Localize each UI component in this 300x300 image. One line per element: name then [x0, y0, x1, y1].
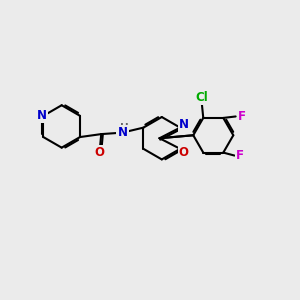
- Text: F: F: [236, 149, 244, 162]
- Text: N: N: [179, 118, 189, 130]
- Text: F: F: [238, 110, 245, 123]
- Text: H: H: [119, 123, 128, 133]
- Text: Cl: Cl: [195, 91, 208, 104]
- Text: N: N: [117, 126, 128, 139]
- Text: N: N: [37, 109, 47, 122]
- Text: O: O: [95, 146, 105, 159]
- Text: O: O: [179, 146, 189, 159]
